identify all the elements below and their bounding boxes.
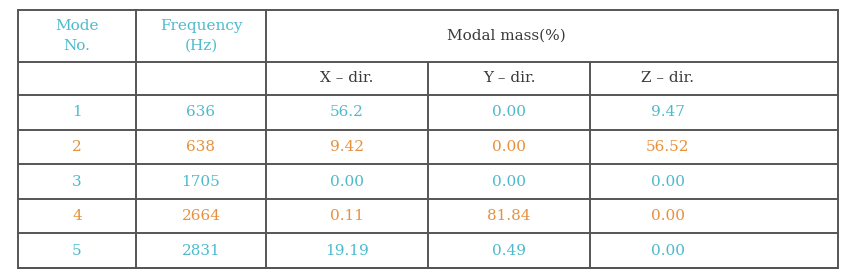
Text: 4: 4 <box>72 209 82 223</box>
Text: Frequency
(Hz): Frequency (Hz) <box>160 19 242 53</box>
Text: 0.00: 0.00 <box>492 105 526 119</box>
Text: Y – dir.: Y – dir. <box>483 72 535 86</box>
Text: Modal mass(%): Modal mass(%) <box>447 29 565 43</box>
Text: 1705: 1705 <box>181 175 220 188</box>
Text: 1: 1 <box>72 105 82 119</box>
Text: 56.52: 56.52 <box>646 140 690 154</box>
Text: 9.47: 9.47 <box>651 105 685 119</box>
Text: X – dir.: X – dir. <box>320 72 374 86</box>
Text: 0.00: 0.00 <box>651 175 685 188</box>
Text: 81.84: 81.84 <box>487 209 531 223</box>
Text: Z – dir.: Z – dir. <box>641 72 694 86</box>
Text: 0.00: 0.00 <box>651 244 685 258</box>
Text: 3: 3 <box>72 175 82 188</box>
Text: 636: 636 <box>187 105 216 119</box>
Text: 0.00: 0.00 <box>492 140 526 154</box>
Text: 638: 638 <box>187 140 216 154</box>
Text: 2: 2 <box>72 140 82 154</box>
Text: 0.00: 0.00 <box>651 209 685 223</box>
Text: 2664: 2664 <box>181 209 221 223</box>
Text: 0.00: 0.00 <box>492 175 526 188</box>
Text: 0.00: 0.00 <box>330 175 364 188</box>
Text: Mode
No.: Mode No. <box>56 19 98 53</box>
Text: 2831: 2831 <box>181 244 220 258</box>
Text: 19.19: 19.19 <box>325 244 369 258</box>
Text: 56.2: 56.2 <box>330 105 364 119</box>
Text: 0.11: 0.11 <box>330 209 364 223</box>
Text: 0.49: 0.49 <box>492 244 526 258</box>
Text: 5: 5 <box>72 244 82 258</box>
Text: 9.42: 9.42 <box>330 140 364 154</box>
